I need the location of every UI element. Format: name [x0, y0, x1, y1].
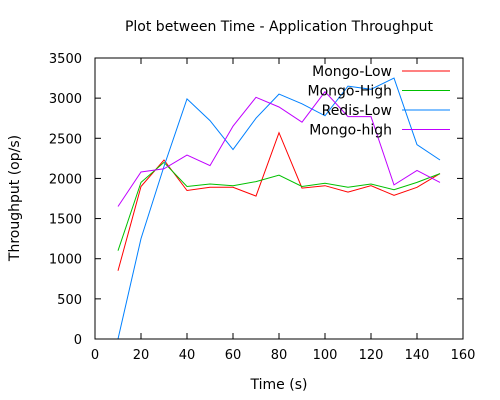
- legend-label: Redis-Low: [322, 103, 392, 119]
- series-line-mongo-high: [117, 161, 441, 251]
- x-tick-label: 0: [91, 348, 99, 363]
- series-lines: [117, 77, 441, 340]
- series-line-redis-low: [117, 77, 441, 340]
- y-tick-label: 2500: [49, 132, 82, 147]
- x-tick-label: 40: [179, 348, 196, 363]
- legend-label: Mongo-Low: [312, 64, 392, 80]
- series-line-mongo-low: [117, 131, 441, 271]
- chart-title: Plot between Time - Application Throughp…: [125, 19, 434, 35]
- axis-ticks: 0 20 40 60 80 100 120 140 160 0 500 1000 1500 2000 250…: [49, 52, 476, 363]
- x-tick-label: 120: [359, 348, 384, 363]
- x-tick-label: 160: [451, 348, 476, 363]
- series-line-mongo-high: [117, 90, 441, 207]
- y-tick-label: 1500: [49, 213, 82, 228]
- y-tick-label: 2000: [49, 172, 82, 187]
- y-tick-label: 3500: [49, 52, 82, 67]
- x-tick-label: 20: [133, 348, 150, 363]
- x-tick-label: 80: [271, 348, 288, 363]
- y-tick-label: 3000: [49, 92, 82, 107]
- x-tick-label: 60: [225, 348, 242, 363]
- y-tick-label: 1000: [49, 253, 82, 268]
- x-tick-label: 100: [313, 348, 338, 363]
- x-tick-label: 140: [405, 348, 430, 363]
- x-axis-label: Time (s): [250, 377, 308, 393]
- legend-label: Mongo-high: [309, 123, 392, 139]
- plot-frame: [94, 57, 464, 340]
- y-tick-label: 0: [74, 333, 82, 348]
- y-tick-label: 500: [57, 293, 82, 308]
- legend-label: Mongo-High: [308, 84, 392, 100]
- y-axis-label: Throughput (op/s): [7, 135, 23, 262]
- legend: Mongo-Low Mongo-High Redis-Low Mongo-high: [308, 64, 450, 139]
